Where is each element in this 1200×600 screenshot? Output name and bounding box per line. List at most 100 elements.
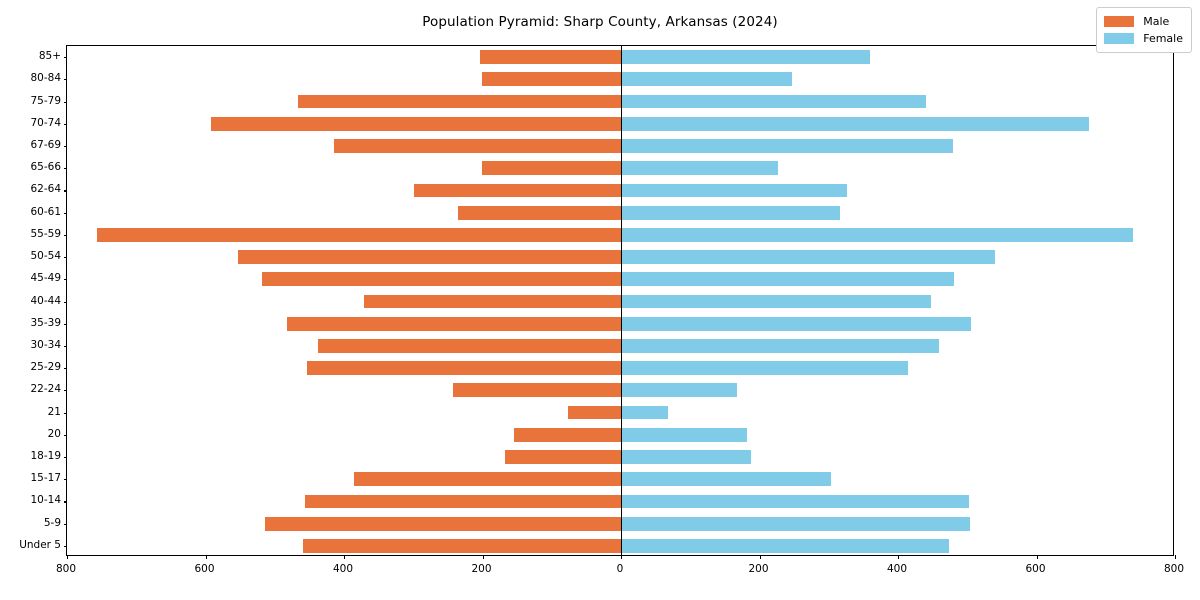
bar-female[interactable]	[621, 339, 939, 353]
x-axis-tick-mark	[344, 555, 346, 559]
y-axis-tick-mark	[63, 79, 67, 81]
bar-female[interactable]	[621, 250, 995, 264]
bar-male[interactable]	[353, 472, 621, 487]
bar-male[interactable]	[307, 361, 621, 376]
bar-male[interactable]	[481, 161, 621, 176]
bar-male[interactable]	[452, 383, 621, 398]
bar-row	[67, 316, 1173, 331]
bar-female[interactable]	[621, 294, 931, 309]
bar-row	[67, 405, 1173, 420]
bar-row	[67, 72, 1173, 87]
bar-male[interactable]	[318, 339, 621, 353]
x-axis-tick-label: 400	[332, 563, 354, 575]
bar-row	[67, 50, 1173, 64]
bar-male[interactable]	[568, 405, 621, 420]
bar-male[interactable]	[504, 450, 621, 464]
bar-female[interactable]	[621, 383, 737, 398]
y-axis-tick-label: 30-34	[30, 338, 61, 351]
bar-female[interactable]	[621, 50, 870, 64]
y-axis-tick-label: 45-49	[30, 272, 61, 285]
bar-female[interactable]	[621, 116, 1090, 131]
y-axis-tick-label: 70-74	[30, 116, 61, 129]
bar-female[interactable]	[621, 94, 927, 109]
bar-row	[67, 116, 1173, 131]
x-axis-tick-mark	[1175, 555, 1177, 559]
y-axis-tick-label: 10-14	[30, 494, 61, 507]
y-axis-tick-label: 35-39	[30, 316, 61, 329]
y-axis-tick-label: 18-19	[30, 450, 61, 463]
x-axis-tick-mark	[898, 555, 900, 559]
bar-row	[67, 139, 1173, 153]
y-axis-tick-mark	[63, 101, 67, 103]
bar-male[interactable]	[413, 183, 621, 198]
y-axis-tick-label: 80-84	[30, 72, 61, 85]
chart-title: Population Pyramid: Sharp County, Arkans…	[422, 14, 778, 30]
bar-female[interactable]	[621, 427, 748, 442]
bar-female[interactable]	[621, 450, 752, 464]
bar-female[interactable]	[621, 472, 831, 487]
bar-male[interactable]	[238, 250, 621, 264]
y-axis-tick-mark	[63, 145, 67, 148]
y-axis-tick-label: 65-66	[30, 161, 61, 174]
plot-area	[63, 45, 1177, 559]
bar-male[interactable]	[481, 72, 621, 87]
bar-male[interactable]	[303, 539, 621, 553]
bar-male[interactable]	[479, 50, 621, 64]
bar-female[interactable]	[621, 183, 847, 198]
x-axis-tick-mark	[205, 555, 207, 559]
x-axis-tick-mark	[759, 555, 761, 559]
x-axis-tick-mark	[67, 555, 69, 559]
bar-female[interactable]	[621, 205, 840, 220]
bar-male[interactable]	[211, 116, 621, 131]
bar-row	[67, 272, 1173, 287]
bar-male[interactable]	[513, 427, 621, 442]
bar-female[interactable]	[621, 361, 908, 376]
bar-row	[67, 472, 1173, 487]
bar-male[interactable]	[286, 316, 621, 331]
bar-male[interactable]	[297, 94, 621, 109]
y-axis-tick-mark	[63, 368, 67, 370]
y-axis-tick-mark	[63, 523, 67, 525]
y-axis-tick-mark	[63, 412, 67, 414]
y-axis-tick-mark	[63, 57, 67, 59]
bar-female[interactable]	[621, 316, 971, 331]
bar-row	[67, 361, 1173, 376]
bar-male[interactable]	[458, 205, 621, 220]
bar-male[interactable]	[265, 516, 621, 531]
bar-male[interactable]	[333, 139, 621, 153]
x-axis-tick-label: 800	[1163, 563, 1185, 575]
bar-female[interactable]	[621, 72, 793, 87]
y-axis-tick-label: 22-24	[30, 383, 61, 396]
bar-row	[67, 227, 1173, 242]
bar-female[interactable]	[621, 539, 950, 553]
y-axis-tick-mark	[63, 345, 67, 348]
bar-female[interactable]	[621, 494, 970, 509]
bar-female[interactable]	[621, 227, 1134, 242]
y-axis-tick-label: 75-79	[30, 94, 61, 107]
legend-entry[interactable]: Male	[1104, 13, 1183, 30]
bar-row	[67, 539, 1173, 553]
y-axis-tick-mark	[63, 434, 67, 436]
y-axis-tick-mark	[63, 123, 67, 125]
bar-row	[67, 339, 1173, 353]
bar-male[interactable]	[261, 272, 621, 287]
legend-swatch-icon	[1104, 16, 1135, 27]
bar-female[interactable]	[621, 516, 971, 531]
bar-female[interactable]	[621, 161, 778, 176]
y-axis-tick-label: 55-59	[30, 227, 61, 240]
x-axis-tick-mark	[1036, 555, 1038, 559]
x-axis-tick-mark	[482, 555, 484, 559]
y-axis-tick-label: 15-17	[30, 472, 61, 485]
legend-entry[interactable]: Female	[1104, 30, 1183, 47]
y-axis-tick-label: 62-64	[30, 183, 61, 196]
y-axis-tick-label: 20	[47, 427, 61, 440]
y-axis-tick-mark	[63, 279, 67, 281]
y-axis-tick-mark	[63, 234, 67, 236]
bar-female[interactable]	[621, 272, 955, 287]
bar-male[interactable]	[304, 494, 621, 509]
bar-male[interactable]	[364, 294, 621, 309]
bar-male[interactable]	[96, 227, 621, 242]
bar-female[interactable]	[621, 405, 669, 420]
bar-female[interactable]	[621, 139, 954, 153]
